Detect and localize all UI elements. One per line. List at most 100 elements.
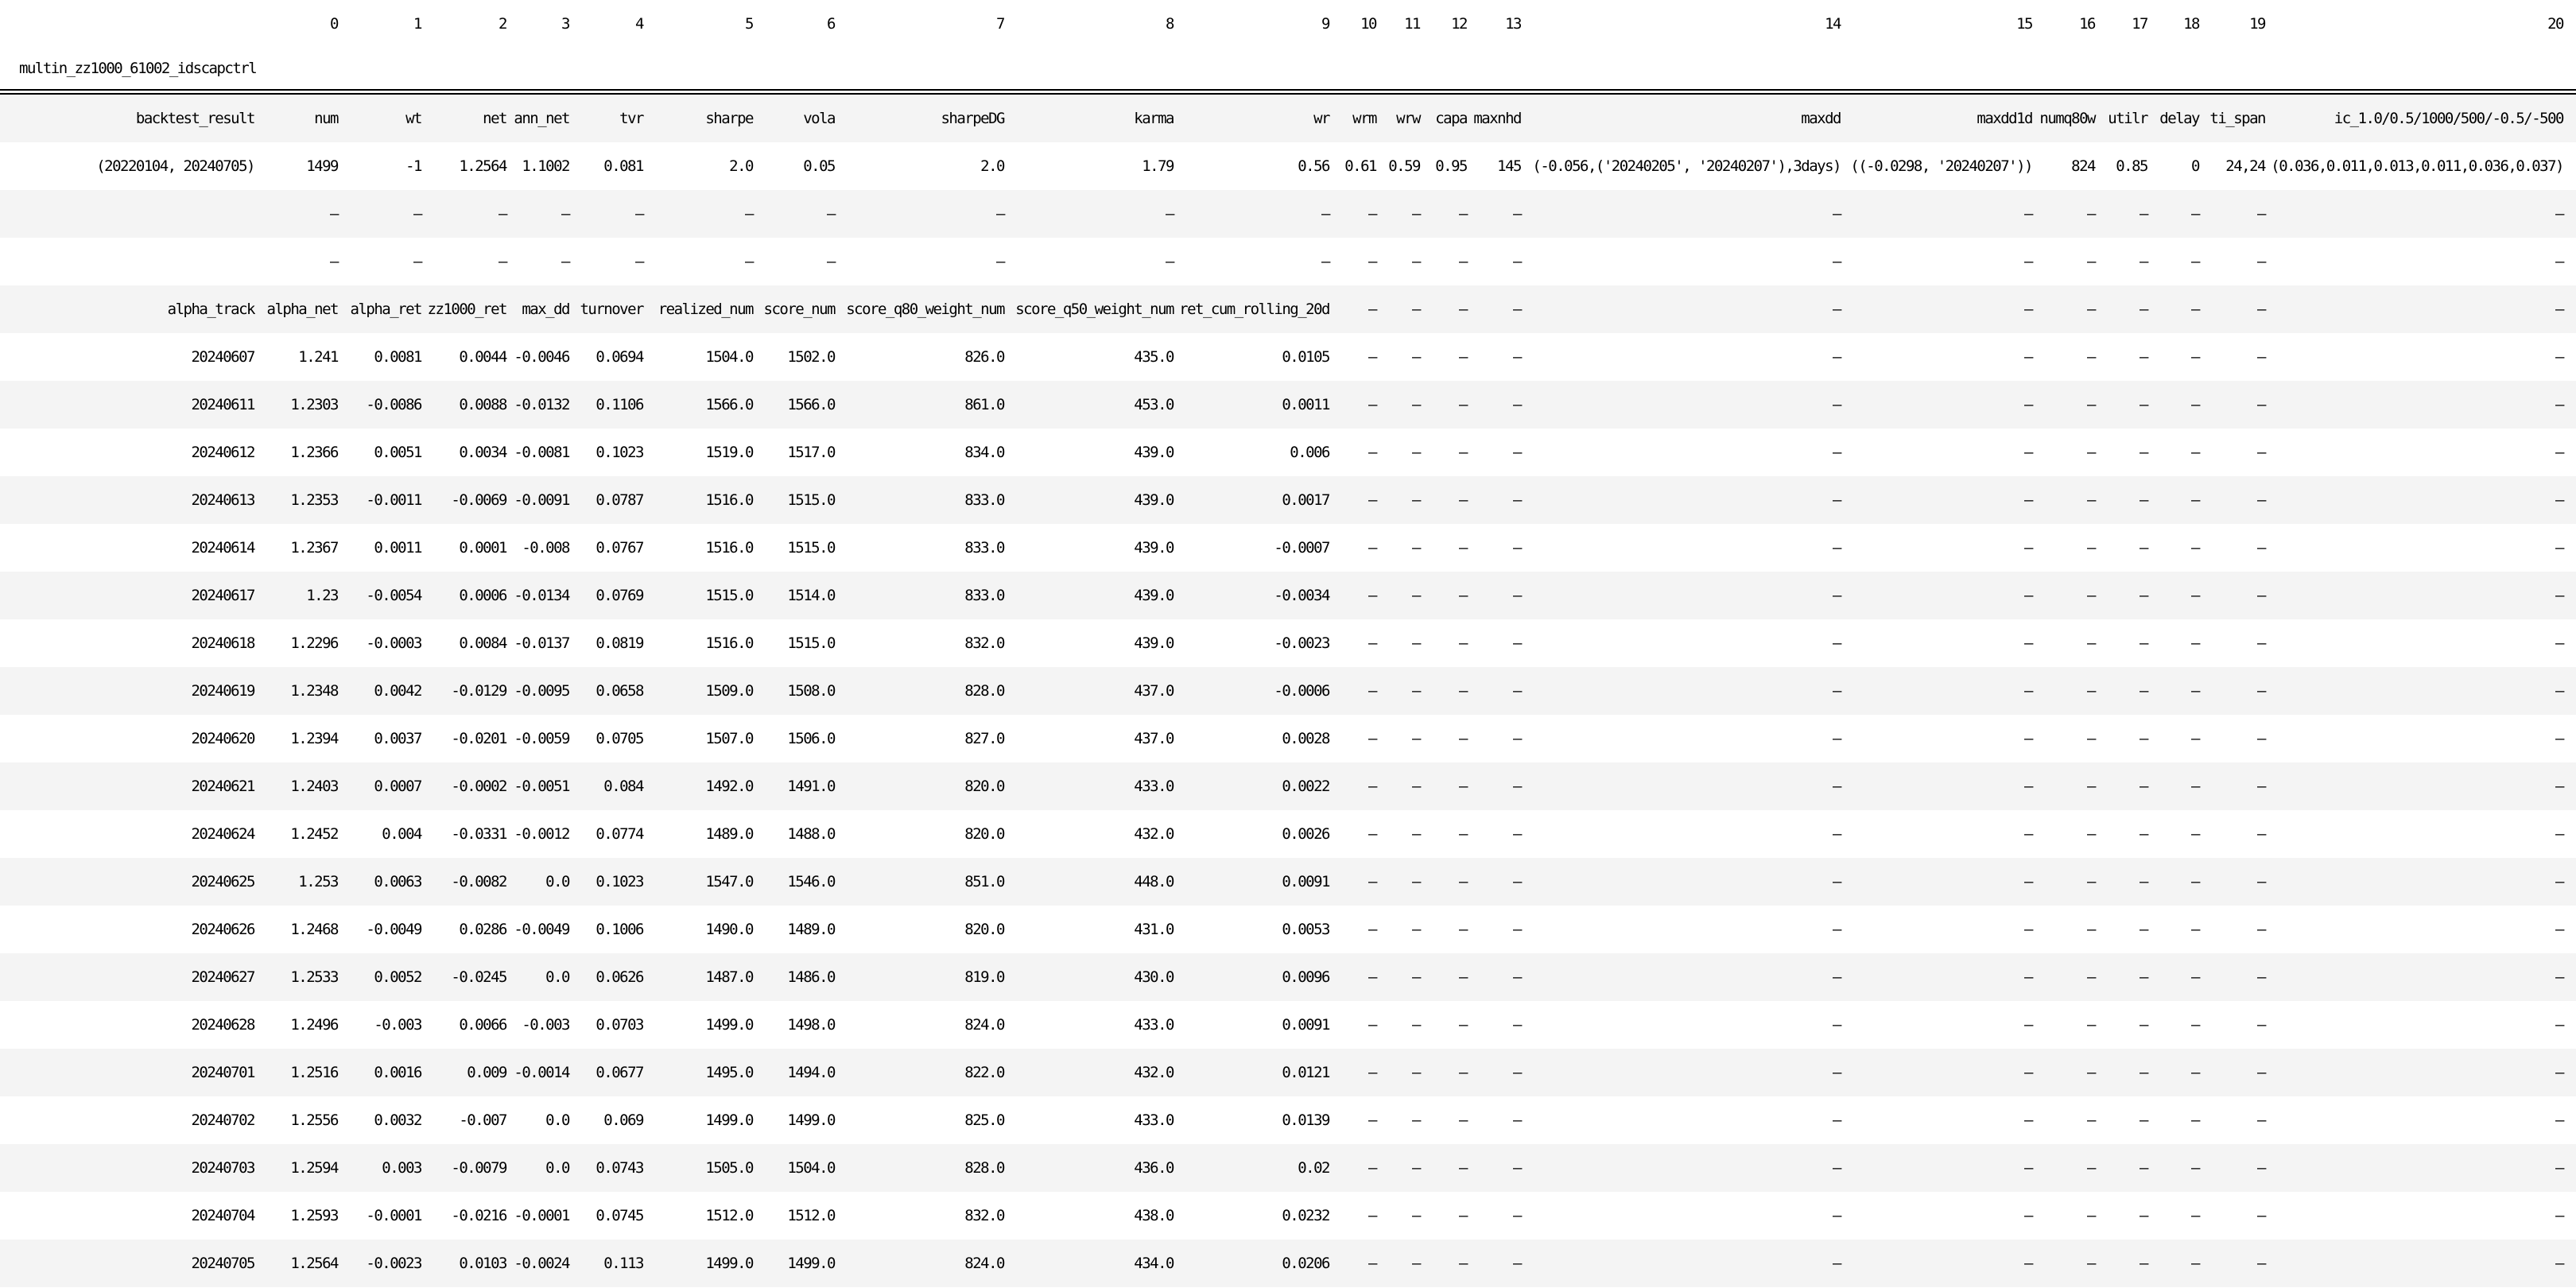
table-cell: -0.0069 — [451, 491, 507, 509]
table-cell: — — [1368, 1158, 1377, 1177]
table-cell: — — [2024, 1015, 2033, 1034]
table-cell: — — [2257, 491, 2266, 509]
table-cell: — — [2257, 395, 2266, 413]
column-index-label: 10 — [1360, 14, 1377, 33]
table-row: 20240628 1.2496 -0.003 0.0066 -0.003 0.0703 14… — [0, 1001, 2576, 1049]
table-row: 20240619 1.2348 0.0042 -0.0129 -0.0095 0.0658… — [0, 667, 2576, 715]
table-cell: — — [2024, 300, 2033, 318]
table-cell: 1546.0 — [787, 872, 836, 890]
column-index-label: 15 — [2016, 14, 2033, 33]
table-cell: 1516.0 — [705, 491, 754, 509]
table-cell: 1514.0 — [787, 586, 836, 604]
table-cell: — — [745, 204, 754, 223]
table-cell: 0.0658 — [596, 681, 644, 700]
table-cell: 1504.0 — [705, 347, 754, 366]
table-cell: 0.0703 — [596, 1015, 644, 1034]
table-cell: — — [2024, 538, 2033, 557]
table-cell: — — [330, 252, 339, 270]
table-cell: — — [1833, 968, 1841, 986]
table-cell: maxnhd — [1473, 109, 1522, 127]
table-cell: — — [1412, 777, 1421, 795]
table-cell: 832.0 — [964, 1206, 1005, 1224]
table-cell: 824.0 — [964, 1254, 1005, 1272]
table-cell: — — [330, 204, 339, 223]
table-cell: 432.0 — [1134, 824, 1174, 843]
table-cell: (20220104, 20240705) — [96, 157, 255, 175]
table-cell: — — [1459, 1158, 1468, 1177]
column-index-label — [0, 0, 254, 48]
table-cell: — — [1513, 968, 1522, 986]
table-cell: — — [1513, 1206, 1522, 1224]
table-cell: — — [1513, 252, 1522, 270]
table-cell: 825.0 — [964, 1111, 1005, 1129]
table-cell: — — [2140, 586, 2148, 604]
table-cell: 0.009 — [467, 1063, 507, 1081]
table-cell: 1495.0 — [705, 1063, 754, 1081]
table-cell: — — [827, 252, 836, 270]
table-row: 20240611 1.2303 -0.0086 0.0088 -0.0132 0.1106… — [0, 381, 2576, 429]
table-cell: — — [1833, 634, 1841, 652]
table-cell: -0.0007 — [1274, 538, 1330, 557]
table-cell: 1519.0 — [705, 443, 754, 461]
table-cell: — — [1459, 1063, 1468, 1081]
table-cell: 0.95 — [1435, 157, 1468, 175]
table-cell: — — [1513, 729, 1522, 747]
table-cell: — — [2191, 347, 2200, 366]
table-cell: zz1000_ret — [427, 300, 508, 318]
table-cell: — — [1513, 586, 1522, 604]
table-cell: -0.0003 — [366, 634, 422, 652]
column-index-label: 13 — [1505, 14, 1522, 33]
table-cell: — — [2140, 1206, 2148, 1224]
table-cell: 832.0 — [964, 634, 1005, 652]
table-cell: — — [1833, 586, 1841, 604]
table-cell: 1494.0 — [787, 1063, 836, 1081]
table-cell: 0.0 — [545, 968, 570, 986]
table-cell: — — [2555, 347, 2564, 366]
table-cell: — — [1513, 204, 1522, 223]
column-index-label: 16 — [2079, 14, 2096, 33]
table-cell: — — [1459, 729, 1468, 747]
table-cell: — — [1513, 777, 1522, 795]
table-cell: — — [1833, 538, 1841, 557]
column-index-label: 5 — [745, 14, 754, 33]
table-cell: 0.0017 — [1282, 491, 1330, 509]
table-cell: 434.0 — [1134, 1254, 1174, 1272]
column-index-label: 6 — [827, 14, 836, 33]
table-cell: — — [2087, 872, 2096, 890]
table-cell: — — [1412, 443, 1421, 461]
table-cell: -0.003 — [374, 1015, 422, 1034]
table-row: 20240627 1.2533 0.0052 -0.0245 0.0 0.0626 1487… — [0, 953, 2576, 1001]
table-cell: — — [1166, 204, 1174, 223]
table-cell: -0.0046 — [514, 347, 570, 366]
table-cell: — — [1412, 681, 1421, 700]
table-cell: — — [2257, 777, 2266, 795]
table-cell: 0.0705 — [596, 729, 644, 747]
table-cell: — — [1412, 300, 1421, 318]
table-cell: -0.0001 — [366, 1206, 422, 1224]
table-cell: — — [2257, 1206, 2266, 1224]
column-index-label: 9 — [1321, 14, 1330, 33]
table-cell: 1.2366 — [290, 443, 339, 461]
table-cell: — — [2140, 491, 2148, 509]
column-index-label: 2 — [499, 14, 507, 33]
table-cell: 0.0 — [545, 872, 570, 890]
table-cell: 0.0044 — [459, 347, 507, 366]
table-row: backtest_result num wt net ann_net tvr sharpe v… — [0, 91, 2576, 142]
table-cell: — — [2087, 1206, 2096, 1224]
table-cell: 0.0007 — [374, 777, 422, 795]
column-index-label: 8 — [1166, 14, 1174, 33]
table-cell: 436.0 — [1134, 1158, 1174, 1177]
table-cell: 1489.0 — [787, 920, 836, 938]
table-cell: — — [2555, 1015, 2564, 1034]
table-cell: 20240621 — [191, 777, 255, 795]
table-cell: — — [2257, 1158, 2266, 1177]
table-cell: 0.0022 — [1282, 777, 1330, 795]
table-cell: utilr — [2108, 109, 2148, 127]
table-cell: 2.0 — [729, 157, 754, 175]
table-cell: — — [1368, 1015, 1377, 1034]
table-cell: — — [1368, 920, 1377, 938]
table-cell: 1488.0 — [787, 824, 836, 843]
table-cell: — — [2024, 443, 2033, 461]
table-cell: realized_num — [658, 300, 755, 318]
table-cell: — — [1166, 252, 1174, 270]
